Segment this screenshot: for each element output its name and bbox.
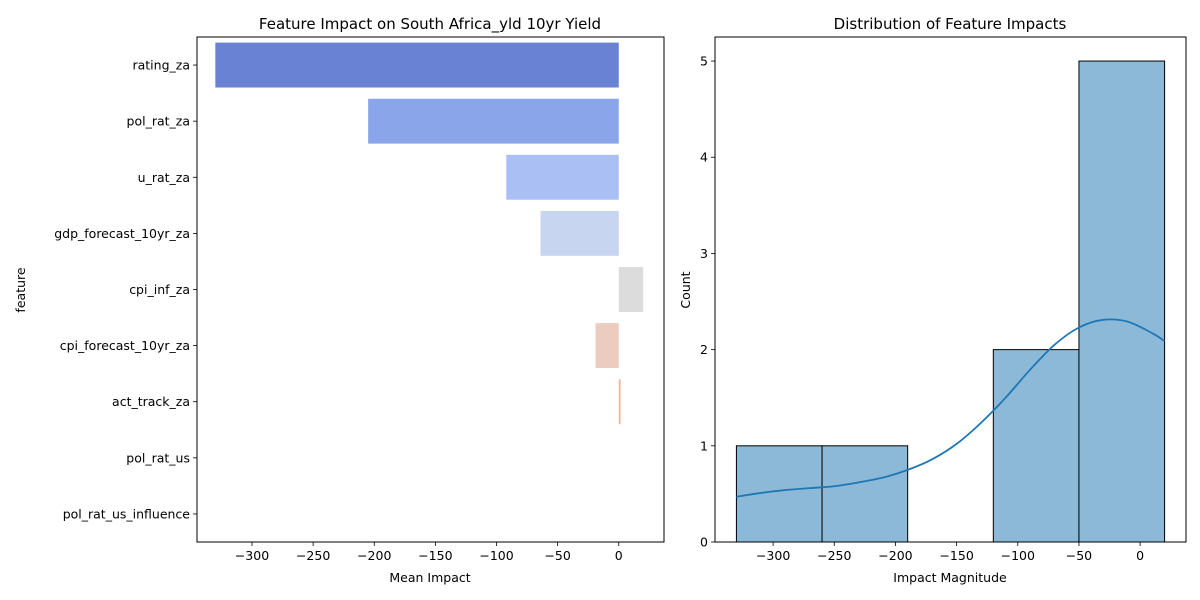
y-tick-label: pol_rat_us <box>126 450 190 465</box>
x-tick-label: −250 <box>817 548 851 563</box>
x-tick-label: −50 <box>544 548 570 563</box>
right-x-ticks: −300 −250 −200 −150 −100 −50 0 <box>756 542 1144 563</box>
y-tick-label: pol_rat_za <box>127 114 190 129</box>
x-tick-label: −50 <box>1066 548 1092 563</box>
bar-rating_za <box>215 42 619 88</box>
right-y-ticks: 0 1 2 3 4 5 <box>700 54 715 550</box>
x-tick-label: 0 <box>615 548 623 563</box>
y-tick-label: 4 <box>700 150 708 165</box>
y-tick-label: 3 <box>700 246 708 261</box>
bar-act_track_za <box>618 379 621 425</box>
left-bars <box>215 42 644 425</box>
left-y-ticks: rating_za pol_rat_za u_rat_za gdp_forecast_… <box>54 58 197 521</box>
left-y-axis-label: feature <box>13 267 28 312</box>
y-tick-label: 1 <box>700 438 708 453</box>
bar-cpi_forecast_10yr_za <box>595 323 619 369</box>
right-x-axis-label: Impact Magnitude <box>893 570 1007 585</box>
x-tick-label: −300 <box>756 548 790 563</box>
y-tick-label: gdp_forecast_10yr_za <box>54 226 190 241</box>
y-tick-label: rating_za <box>132 58 190 73</box>
y-tick-label: cpi_forecast_10yr_za <box>60 338 190 353</box>
left-x-axis-label: Mean Impact <box>389 570 470 585</box>
x-tick-label: −100 <box>1001 548 1035 563</box>
y-tick-label: u_rat_za <box>138 170 190 185</box>
y-tick-label: cpi_inf_za <box>129 282 190 297</box>
bar-pol_rat_za <box>368 98 619 144</box>
x-tick-label: −250 <box>296 548 330 563</box>
x-tick-label: −150 <box>418 548 452 563</box>
kde-line <box>736 318 1166 498</box>
histogram-bar <box>1078 60 1166 543</box>
x-tick-label: −200 <box>357 548 391 563</box>
y-tick-label: 5 <box>700 54 708 69</box>
y-tick-label: pol_rat_us_influence <box>63 506 191 521</box>
x-tick-label: −150 <box>939 548 973 563</box>
bar-u_rat_za <box>506 154 619 200</box>
y-tick-label: 2 <box>700 342 708 357</box>
histogram-bar <box>821 445 909 543</box>
right-chart-title: Distribution of Feature Impacts <box>834 15 1067 33</box>
x-tick-label: 0 <box>1136 548 1144 563</box>
x-tick-label: −100 <box>479 548 513 563</box>
bar-cpi_inf_za <box>618 267 644 312</box>
bar-gdp_forecast_10yr_za <box>540 210 619 256</box>
impact-distribution-chart: Distribution of Feature Impacts −300 −250… <box>678 15 1187 585</box>
left-chart-title: Feature Impact on South Africa_yld 10yr … <box>259 15 601 34</box>
histogram-bar <box>992 349 1080 543</box>
right-y-axis-label: Count <box>678 271 693 308</box>
right-plot-frame <box>714 36 1187 543</box>
x-tick-label: −300 <box>235 548 269 563</box>
feature-impact-chart: Feature Impact on South Africa_yld 10yr … <box>13 15 665 585</box>
y-tick-label: act_track_za <box>112 394 190 409</box>
x-tick-label: −200 <box>878 548 912 563</box>
left-x-ticks: −300 −250 −200 −150 −100 −50 0 <box>235 542 623 563</box>
histogram-bars <box>735 60 1166 543</box>
y-tick-label: 0 <box>700 535 708 550</box>
